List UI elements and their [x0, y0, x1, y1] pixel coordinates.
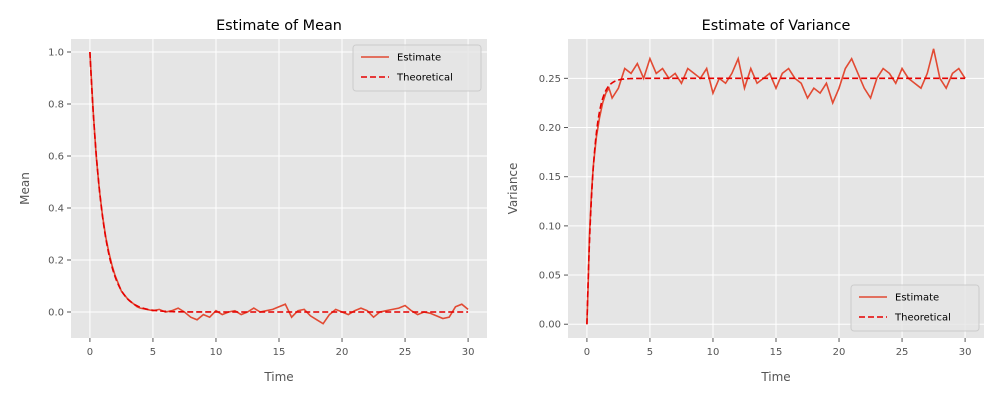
series-line-estimate: [586, 48, 966, 325]
x-tick-label: 20: [336, 347, 349, 358]
x-tick-label: 5: [647, 347, 653, 358]
chart-title: Estimate of Mean: [216, 18, 342, 34]
grid: [71, 39, 487, 338]
x-tick-label: 30: [959, 347, 972, 358]
chart-title: Estimate of Variance: [702, 18, 851, 34]
x-tick-label: 5: [150, 347, 156, 358]
x-tick-label: 0: [584, 347, 590, 358]
y-tick-label: 0.8: [48, 100, 64, 111]
y-tick-label: 0.10: [539, 221, 561, 232]
mean-chart: 0 5 10 15 20 25 30 0.0 0.2 0.4 0.6 0.8 1.0 Time Mean Es…: [18, 18, 487, 384]
y-tick-label: 0.15: [539, 172, 561, 183]
y-tick-label: 1.0: [48, 48, 64, 59]
legend-label: Theoretical: [894, 313, 951, 324]
series-line-estimate: [89, 51, 469, 325]
x-tick-label: 30: [462, 347, 475, 358]
series-line-theoretical: [89, 51, 469, 313]
y-tick-label: 0.05: [539, 271, 561, 282]
y-tick-label: 0.0: [48, 308, 64, 319]
x-tick-label: 10: [210, 347, 223, 358]
x-tick-label: 25: [399, 347, 412, 358]
legend-label: Estimate: [895, 293, 939, 304]
legend: Estimate Theoretical: [352, 44, 482, 92]
x-tick-label: 25: [896, 347, 909, 358]
x-axis-label: Time: [760, 370, 790, 384]
y-axis-label: Mean: [18, 172, 32, 205]
x-tick-label: 0: [87, 347, 93, 358]
variance-chart: 0 5 10 15 20 25 30 0.00 0.05 0.10 0.15 0.20 0.25 Time…: [506, 18, 984, 384]
y-tick-label: 0.00: [539, 320, 561, 331]
series-line-theoretical: [586, 77, 966, 325]
y-tick-label: 0.20: [539, 123, 561, 134]
y-tick-label: 0.25: [539, 74, 561, 85]
y-tick-label: 0.2: [48, 256, 64, 267]
y-tick-label: 0.6: [48, 152, 64, 163]
x-tick-label: 10: [707, 347, 720, 358]
x-tick-label: 15: [770, 347, 783, 358]
legend-label: Estimate: [397, 53, 441, 64]
legend: Estimate Theoretical: [850, 284, 980, 332]
x-tick-label: 15: [273, 347, 286, 358]
y-tick-label: 0.4: [48, 204, 64, 215]
y-axis-label: Variance: [506, 163, 520, 215]
legend-label: Theoretical: [396, 73, 453, 84]
x-tick-label: 20: [833, 347, 846, 358]
x-axis-label: Time: [263, 370, 293, 384]
